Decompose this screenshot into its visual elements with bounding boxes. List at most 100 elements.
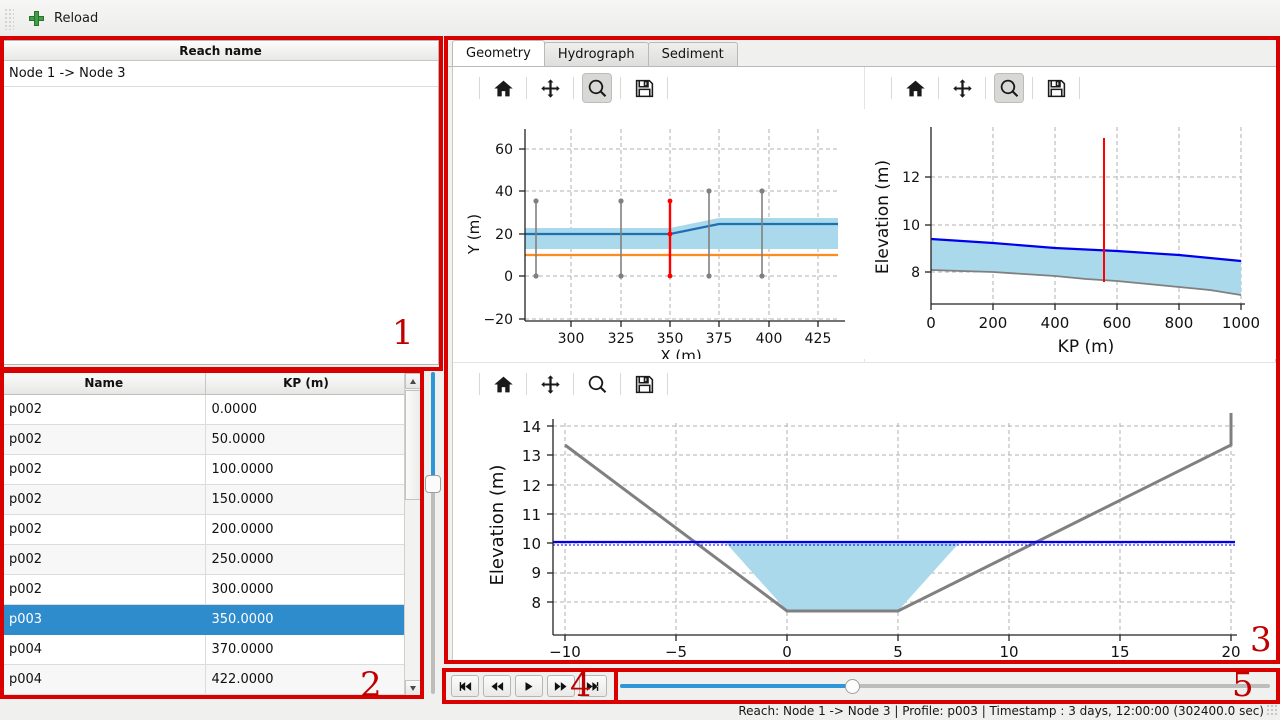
long-profile-plot-panel: 12 10 8 0 200 400 600 800 1000 Elevation (m) … [865, 67, 1277, 362]
cross-section-plot-toolbar [453, 363, 1277, 405]
move-icon[interactable] [535, 369, 565, 399]
table-row[interactable]: p002 0.0000 [3, 394, 408, 425]
status-bar: Reach: Node 1 -> Node 3 | Profile: p003 … [0, 702, 1280, 720]
move-icon[interactable] [947, 73, 977, 103]
cell-name: p002 [3, 544, 206, 575]
scrollbar-thumb[interactable] [405, 390, 421, 500]
planform-canvas[interactable]: 60 40 20 0 −20 300 325 350 375 400 425 Y (m) … [453, 109, 865, 359]
table-row[interactable]: p004 370.0000 [3, 634, 408, 665]
table-row[interactable]: p002 250.0000 [3, 544, 408, 575]
svg-text:15: 15 [1110, 643, 1129, 661]
cell-name: p004 [3, 664, 206, 695]
reload-button-label: Reload [54, 11, 99, 26]
planform-plot-toolbar [453, 67, 864, 109]
svg-text:8: 8 [911, 265, 920, 281]
zoom-icon[interactable] [582, 73, 612, 103]
window-resize-grip[interactable] [1266, 704, 1278, 716]
reach-list-header: Reach name [3, 41, 438, 61]
table-row[interactable]: p002 200.0000 [3, 514, 408, 545]
svg-text:10: 10 [999, 643, 1018, 661]
svg-text:20: 20 [495, 227, 513, 243]
svg-text:12: 12 [902, 170, 920, 186]
cell-kp: 250.0000 [205, 544, 408, 575]
cross-section-canvas[interactable]: 14 13 12 11 10 9 8 −10 −5 0 5 10 15 20 Elevati… [453, 405, 1277, 663]
save-icon[interactable] [1041, 73, 1071, 103]
time-slider[interactable] [620, 676, 1270, 696]
scroll-up-arrow-icon[interactable] [405, 373, 421, 389]
play-button[interactable] [515, 675, 543, 697]
move-icon[interactable] [535, 73, 565, 103]
home-icon[interactable] [488, 369, 518, 399]
svg-text:20: 20 [1221, 643, 1240, 661]
tab-hydrograph[interactable]: Hydrograph [543, 42, 649, 66]
table-row[interactable]: p002 100.0000 [3, 454, 408, 485]
skip-to-end-button[interactable] [579, 675, 607, 697]
tab-geometry[interactable]: Geometry [452, 40, 545, 66]
svg-text:−10: −10 [549, 643, 581, 661]
skip-to-start-button[interactable] [451, 675, 479, 697]
save-icon[interactable] [629, 369, 659, 399]
vertical-slider-handle[interactable] [425, 475, 441, 493]
svg-text:0: 0 [504, 269, 513, 285]
cell-name: p002 [3, 574, 206, 605]
svg-text:300: 300 [558, 331, 585, 347]
cell-kp: 50.0000 [205, 424, 408, 455]
table-row[interactable]: p002 300.0000 [3, 574, 408, 605]
tab-sediment[interactable]: Sediment [647, 42, 738, 66]
rewind-button[interactable] [483, 675, 511, 697]
annotation-label-1: 1 [392, 313, 414, 353]
svg-text:800: 800 [1165, 314, 1194, 332]
geometry-tab-content: 60 40 20 0 −20 300 325 350 375 400 425 Y (m) … [452, 67, 1277, 664]
cell-kp: 300.0000 [205, 574, 408, 605]
cell-name: p002 [3, 424, 206, 455]
profile-table-header-row: Name KP (m) [3, 372, 408, 395]
svg-text:−5: −5 [665, 643, 687, 661]
table-row[interactable]: p002 150.0000 [3, 484, 408, 515]
right-pane: Geometry Hydrograph Sediment [446, 40, 1278, 665]
column-header-kp[interactable]: KP (m) [205, 372, 408, 395]
svg-text:5: 5 [893, 643, 903, 661]
svg-text:13: 13 [522, 447, 541, 465]
svg-text:425: 425 [805, 331, 832, 347]
svg-text:350: 350 [657, 331, 684, 347]
long-profile-canvas[interactable]: 12 10 8 0 200 400 600 800 1000 Elevation (m) … [865, 109, 1277, 359]
svg-text:Y (m): Y (m) [465, 214, 483, 255]
zoom-icon[interactable] [994, 73, 1024, 103]
svg-text:14: 14 [522, 418, 541, 436]
table-row[interactable]: p004 422.0000 [3, 664, 408, 695]
column-header-name[interactable]: Name [3, 372, 206, 395]
svg-text:0: 0 [926, 314, 936, 332]
long-profile-plot-toolbar [865, 67, 1277, 109]
reach-list-item[interactable]: Node 1 -> Node 3 [3, 61, 438, 87]
home-icon[interactable] [900, 73, 930, 103]
svg-text:400: 400 [1041, 314, 1070, 332]
annotation-label-4: 4 [570, 665, 592, 705]
save-icon[interactable] [629, 73, 659, 103]
reload-button[interactable]: Reload [20, 7, 107, 30]
time-slider-fill [620, 684, 854, 688]
table-row[interactable]: p002 50.0000 [3, 424, 408, 455]
cell-name: p004 [3, 634, 206, 665]
fast-forward-button[interactable] [547, 675, 575, 697]
vertical-slider-groove [431, 372, 435, 694]
scroll-down-arrow-icon[interactable] [405, 680, 421, 695]
vertical-zoom-slider[interactable] [425, 372, 441, 694]
home-icon[interactable] [488, 73, 518, 103]
time-slider-handle[interactable] [845, 679, 860, 694]
cell-kp: 370.0000 [205, 634, 408, 665]
time-slider-groove [620, 684, 1270, 688]
plus-icon [29, 11, 44, 26]
zoom-icon[interactable] [582, 369, 612, 399]
status-bar-text: Reach: Node 1 -> Node 3 | Profile: p003 … [738, 704, 1264, 718]
annotation-label-5: 5 [1232, 665, 1254, 705]
table-row[interactable]: p003 350.0000 [3, 604, 408, 635]
annotation-label-2: 2 [360, 665, 382, 705]
toolbar-drag-handle[interactable] [4, 7, 14, 30]
annotation-label-3: 3 [1250, 620, 1272, 660]
svg-text:X (m): X (m) [660, 347, 701, 359]
cell-kp: 200.0000 [205, 514, 408, 545]
profile-table-scrollbar[interactable] [404, 373, 421, 695]
